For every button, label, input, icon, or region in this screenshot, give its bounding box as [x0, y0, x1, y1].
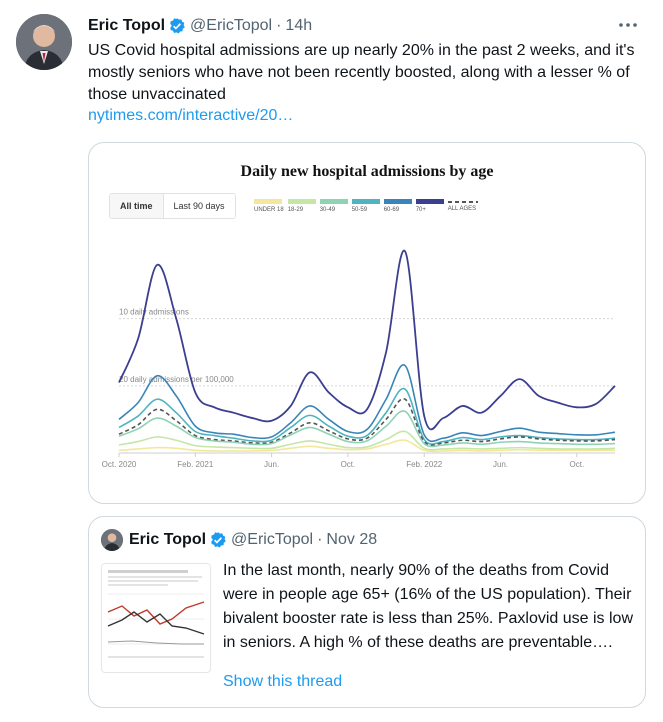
legend-item: 70+: [415, 199, 444, 213]
separator-dot: ·: [317, 531, 323, 548]
series-line-60-69: [118, 364, 616, 443]
x-tick-label: Oct.: [341, 460, 356, 469]
legend-label: 18-29: [287, 207, 304, 213]
chart-legend: UNDER 18 18-29 30-49 50-59 60-69 70+ ALL AGES: [254, 199, 482, 213]
legend-label: 60-69: [383, 207, 400, 213]
y-tick-label: 10 daily admissions: [119, 308, 189, 317]
legend-item: 30-49: [319, 199, 348, 213]
chart-card[interactable]: Daily new hospital admissions by age All…: [88, 142, 646, 504]
legend-swatch: [254, 199, 282, 204]
quoted-tweet-header: Eric Topol @EricTopol · Nov 28: [129, 531, 377, 549]
series-line-30-49: [118, 410, 616, 448]
separator-dot: ·: [276, 17, 282, 34]
author-name[interactable]: Eric Topol: [88, 17, 166, 34]
quoted-tweet[interactable]: Eric Topol @EricTopol · Nov 28: [88, 516, 646, 708]
tweet-header: Eric Topol @EricTopol · 14h: [88, 14, 312, 38]
legend-swatch: [447, 201, 478, 203]
legend-item: 50-59: [351, 199, 380, 213]
x-tick-label: Jun.: [264, 460, 279, 469]
quoted-author-avatar[interactable]: [101, 529, 123, 551]
series-line-all-ages: [118, 398, 616, 447]
legend-label: ALL AGES: [447, 206, 477, 212]
quoted-tweet-text: In the last month, nearly 90% of the dea…: [223, 562, 633, 651]
chart-title: Daily new hospital admissions by age: [240, 163, 494, 180]
more-horizontal-icon[interactable]: [617, 14, 639, 36]
quoted-author-name[interactable]: Eric Topol: [129, 531, 207, 548]
series-line-under-18: [118, 439, 615, 453]
legend-item: ALL AGES: [447, 199, 478, 212]
legend-label: UNDER 18: [254, 207, 284, 213]
hospital-admissions-chart: 20 daily admissions per 100,000 10 daily …: [102, 249, 616, 469]
legend-label: 50-59: [351, 207, 368, 213]
author-handle[interactable]: @EricTopol: [190, 17, 273, 34]
series-line-50-59: [118, 387, 616, 445]
author-avatar[interactable]: [16, 14, 72, 70]
legend-swatch: [383, 199, 412, 204]
show-thread-link[interactable]: Show this thread: [223, 673, 343, 690]
quoted-tweet-thumbnail[interactable]: [101, 563, 211, 673]
legend-swatch: [415, 199, 444, 204]
tweet-time[interactable]: 14h: [285, 17, 313, 34]
legend-item: 60-69: [383, 199, 412, 213]
series-line-18-29: [118, 430, 616, 451]
x-tick-label: Oct. 2020: [102, 460, 137, 469]
series-line-70-: [118, 249, 616, 431]
legend-label: 70+: [415, 207, 426, 213]
verified-badge-icon: [170, 18, 185, 34]
x-tick-label: Oct.: [570, 460, 585, 469]
x-tick-label: Feb. 2022: [406, 460, 443, 469]
tweet-link[interactable]: nytimes.com/interactive/20…: [88, 107, 294, 124]
legend-swatch: [351, 199, 380, 204]
verified-badge-icon: [211, 532, 226, 548]
legend-item: 18-29: [287, 199, 316, 213]
x-tick-label: Jun.: [493, 460, 508, 469]
quoted-author-handle[interactable]: @EricTopol: [231, 531, 314, 548]
all-time-button[interactable]: All time: [110, 194, 164, 218]
last-90-days-button[interactable]: Last 90 days: [163, 194, 235, 218]
x-tick-label: Feb. 2021: [177, 460, 214, 469]
y-tick-label: 20 daily admissions per 100,000: [119, 375, 234, 384]
legend-item: UNDER 18: [254, 199, 284, 213]
time-range-toggle: All time Last 90 days: [109, 193, 236, 219]
quoted-tweet-time[interactable]: Nov 28: [326, 531, 378, 548]
legend-label: 30-49: [319, 207, 336, 213]
legend-swatch: [287, 199, 316, 204]
legend-swatch: [319, 199, 348, 204]
tweet-text: US Covid hospital admissions are up near…: [88, 42, 635, 103]
